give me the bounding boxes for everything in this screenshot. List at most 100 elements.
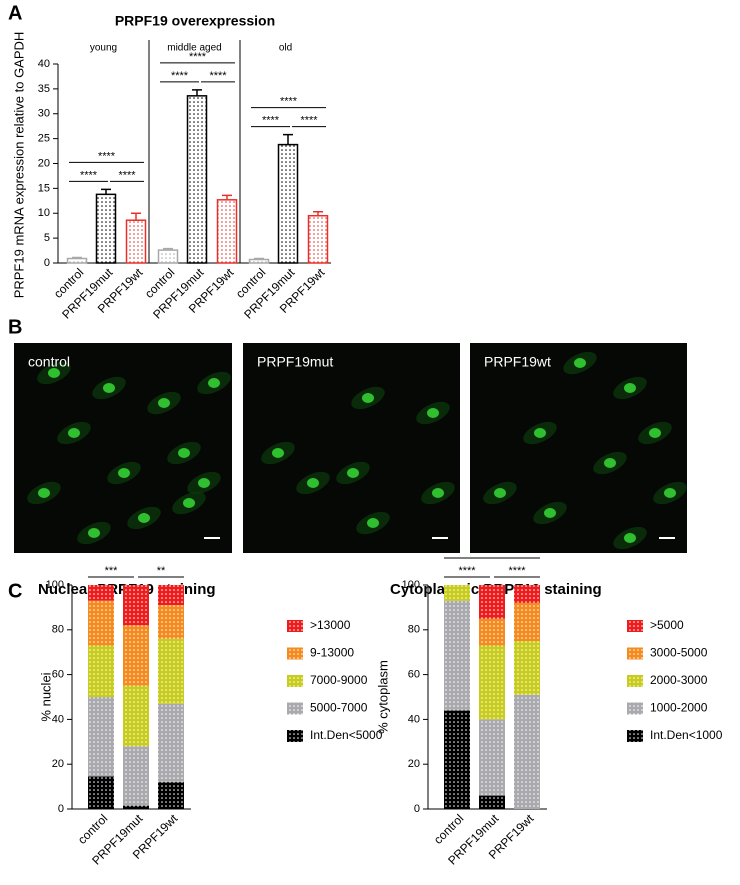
significance-label: **** [209, 70, 227, 82]
error-bar [163, 247, 173, 251]
legend-label: 9-13000 [310, 646, 354, 660]
nucleus [307, 478, 319, 488]
error-bar [101, 188, 111, 195]
significance-label: **** [189, 51, 207, 63]
legend-label: Int.Den<5000 [310, 728, 383, 742]
nucleus [208, 378, 220, 388]
bar-segment [158, 703, 184, 783]
y-tick-label: 0 [414, 803, 420, 815]
nucleus [427, 408, 439, 418]
significance-label: *** [105, 565, 119, 577]
chart-title: PRPF19 overexpression [115, 13, 275, 29]
legend-swatch [627, 730, 643, 742]
legend-label: Int.Den<1000 [650, 728, 723, 742]
nucleus [574, 358, 586, 368]
nucleus [534, 428, 546, 438]
significance-label: **** [280, 96, 298, 108]
legend-label: 7000-9000 [310, 673, 368, 687]
panel-label: B [8, 316, 22, 338]
y-tick-label: 40 [408, 713, 420, 725]
micrograph [470, 343, 687, 553]
significance-label: **** [262, 115, 280, 127]
panel-label: A [8, 2, 22, 24]
y-tick-label: 15 [38, 182, 50, 194]
bar-segment [514, 602, 540, 641]
significance-label: **** [80, 169, 98, 181]
legend-label: >5000 [650, 618, 684, 632]
bar [66, 257, 88, 264]
nucleus [347, 468, 359, 478]
y-tick-label: 60 [52, 669, 64, 681]
error-bar [222, 194, 232, 200]
bar-segment [479, 585, 505, 619]
bar-segment [444, 585, 470, 601]
legend-swatch [287, 675, 303, 687]
bar [277, 143, 299, 264]
bar-segment [444, 710, 470, 809]
nucleus [664, 488, 676, 498]
error-bar [131, 212, 141, 221]
bar-segment [479, 795, 505, 809]
bar [216, 199, 238, 264]
significance-label: ** [157, 565, 166, 577]
micrograph-label: PRPF19wt [484, 354, 551, 370]
y-axis-label: % cytoplasm [375, 660, 390, 734]
bar-segment [514, 641, 540, 695]
y-tick-label: 0 [58, 803, 64, 815]
nucleus [68, 428, 80, 438]
significance-label: **** [171, 70, 189, 82]
significance-label: **** [118, 169, 136, 181]
bar-segment [158, 585, 184, 606]
nucleus [138, 513, 150, 523]
bar-segment [479, 719, 505, 796]
y-tick-label: 10 [38, 207, 50, 219]
bar [125, 219, 147, 264]
significance-label: **** [300, 115, 318, 127]
legend-swatch [627, 675, 643, 687]
bar-segment [514, 585, 540, 603]
significance-label: **** [98, 150, 116, 162]
legend-label: 3000-5000 [650, 646, 708, 660]
bar-segment [158, 605, 184, 639]
y-tick-label: 20 [408, 758, 420, 770]
bar [157, 249, 179, 264]
group-label: young [90, 43, 117, 54]
significance-label: **** [458, 565, 476, 577]
group-label: middle aged [167, 43, 221, 54]
y-tick-label: 100 [402, 579, 420, 591]
y-tick-label: 20 [38, 157, 50, 169]
nucleus [272, 448, 284, 458]
nucleus [624, 383, 636, 393]
bar-segment [123, 746, 149, 806]
bar-segment [88, 776, 114, 809]
y-tick-label: 35 [38, 83, 50, 95]
bar [307, 214, 329, 264]
bar-segment [123, 685, 149, 747]
legend-label: 1000-2000 [650, 701, 708, 715]
bar-segment [123, 625, 149, 686]
bar-segment [158, 638, 184, 704]
bar [95, 193, 117, 264]
nucleus [544, 508, 556, 518]
micrograph-label: control [28, 354, 70, 370]
nucleus [494, 488, 506, 498]
legend-swatch [627, 620, 643, 632]
legend-swatch [287, 620, 303, 632]
nucleus [38, 488, 50, 498]
y-axis-label: PRPF19 mRNA expression relative to GAPDH [11, 32, 26, 299]
y-tick-label: 100 [46, 579, 64, 591]
nucleus [178, 448, 190, 458]
bar-segment [88, 600, 114, 646]
legend-label: >13000 [310, 618, 351, 632]
nucleus [367, 518, 379, 528]
error-bar [313, 211, 323, 216]
y-axis-label: % nuclei [38, 672, 53, 721]
nucleus [183, 498, 195, 508]
y-tick-label: 80 [52, 624, 64, 636]
y-tick-label: 30 [38, 108, 50, 120]
bar-segment [514, 694, 540, 809]
panel-label: C [8, 580, 22, 602]
y-tick-label: 40 [52, 713, 64, 725]
bar-segment [479, 645, 505, 720]
